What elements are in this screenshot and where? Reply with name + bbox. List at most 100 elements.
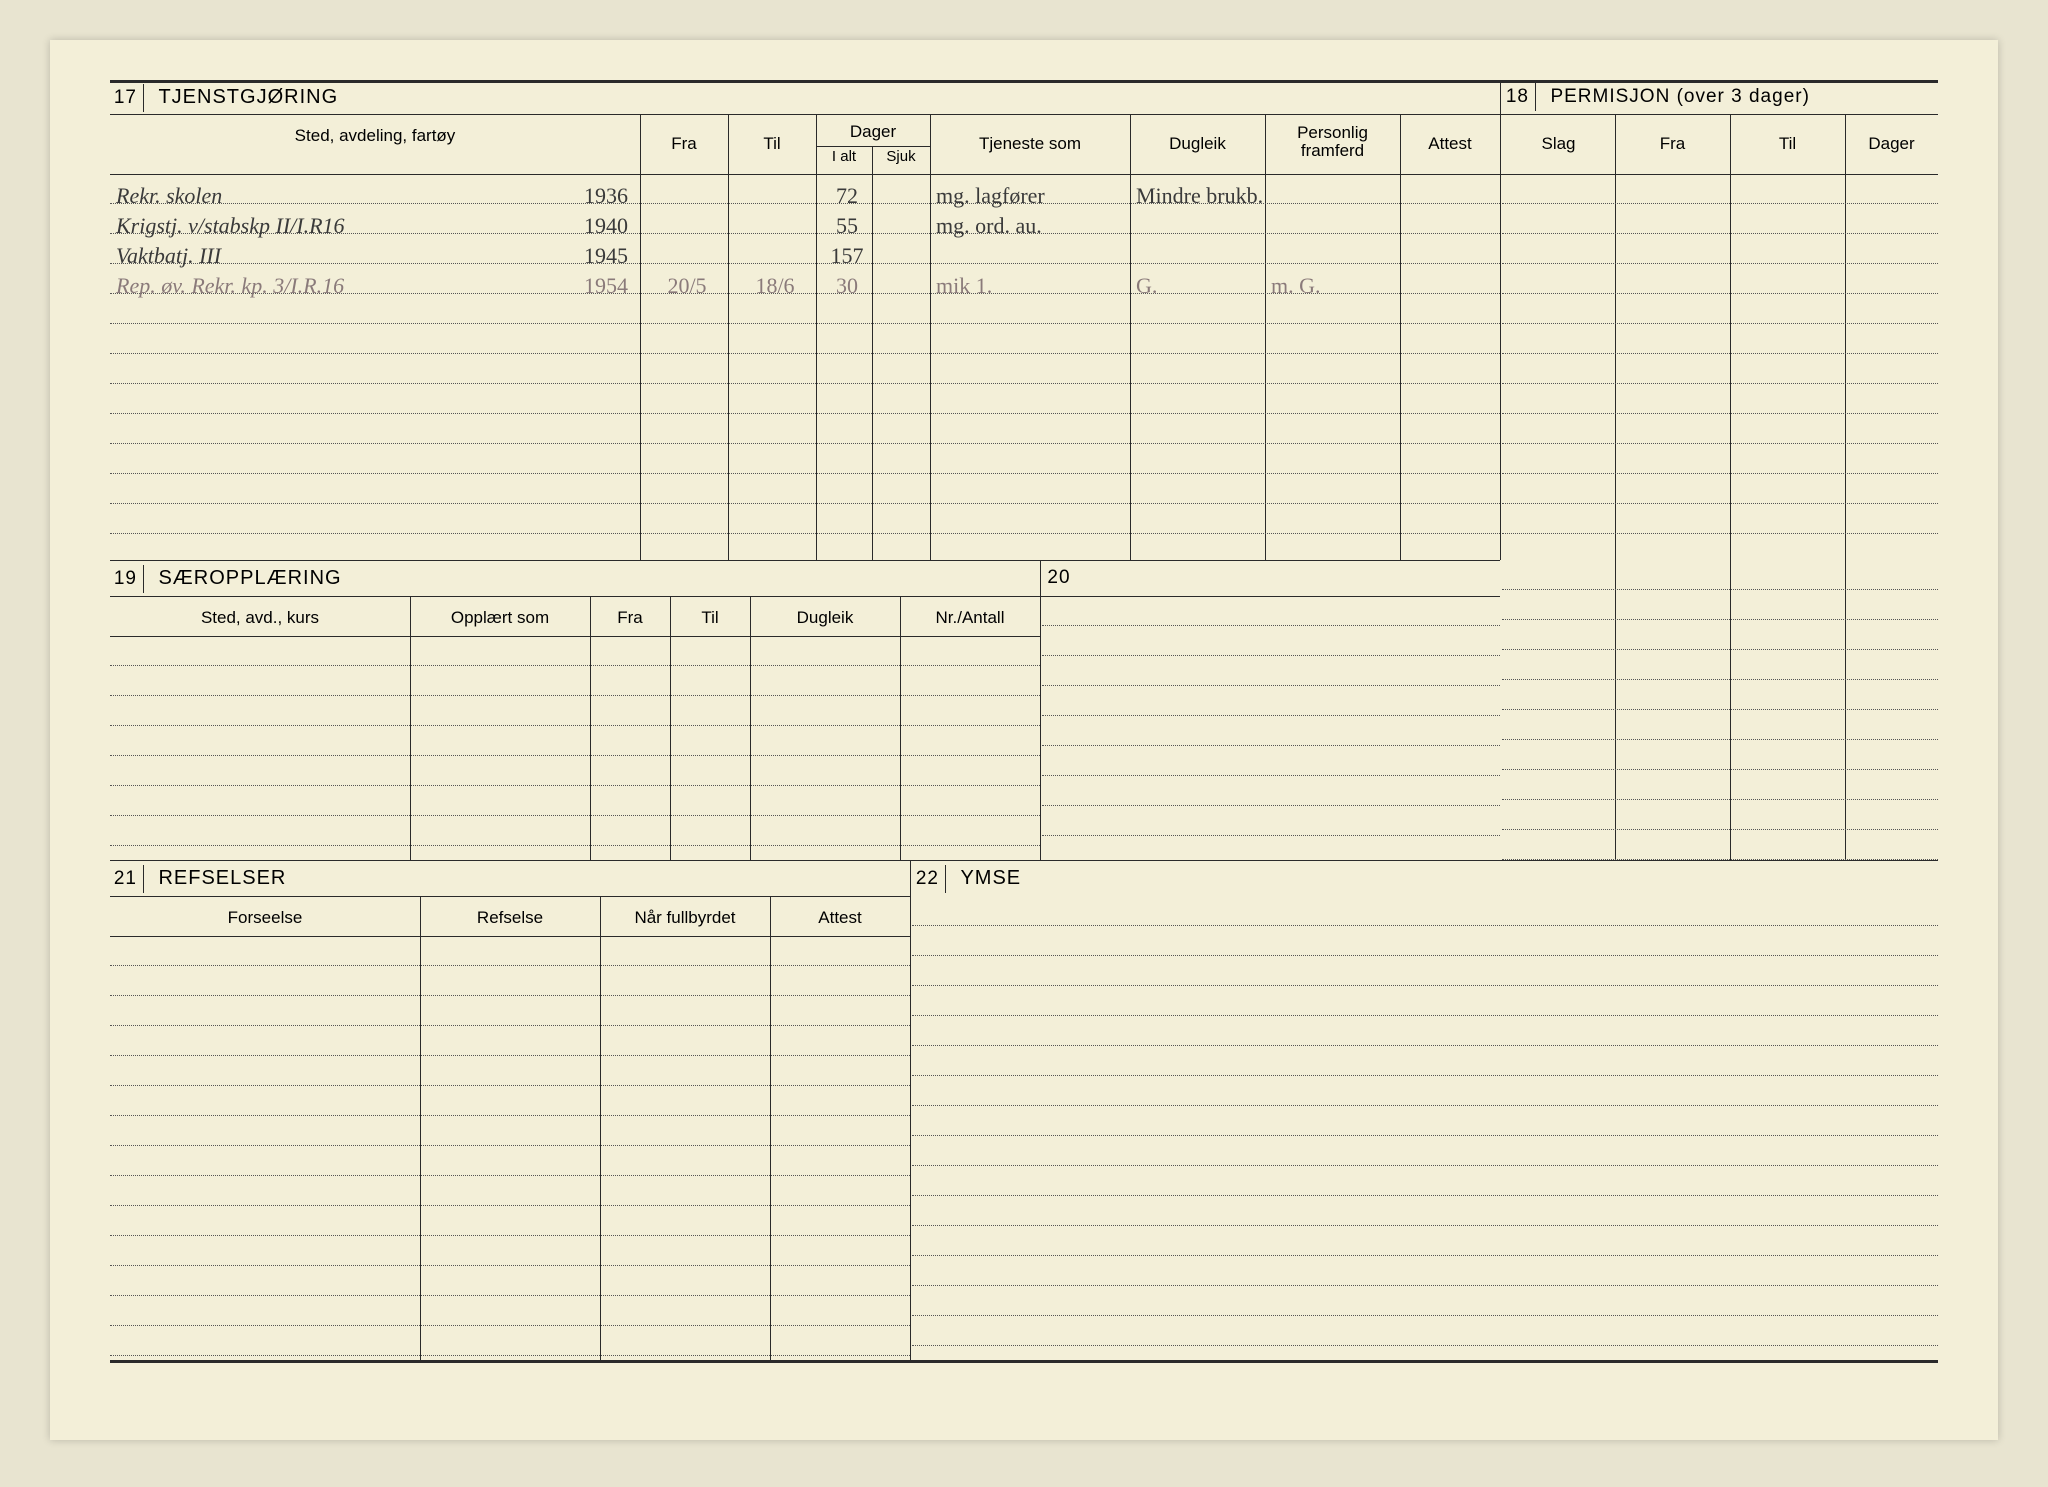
cell-attest bbox=[1400, 354, 1500, 383]
cell-attest bbox=[1400, 414, 1500, 443]
cell-sted: Vaktbatj. III bbox=[110, 243, 510, 272]
table-row bbox=[110, 966, 910, 996]
table-row bbox=[110, 1266, 910, 1296]
section-22-rows bbox=[912, 896, 1938, 1346]
section-19-title: SÆROPPLÆRING bbox=[148, 564, 341, 592]
table-row bbox=[110, 1056, 910, 1086]
section-20-rows bbox=[1042, 596, 1500, 836]
table-row: Rekr. skolen193672mg. lagførerMindre bru… bbox=[110, 174, 1500, 204]
cell-year: 1945 bbox=[510, 243, 640, 272]
table-row bbox=[110, 816, 1040, 846]
cell-dugleik bbox=[1130, 474, 1265, 503]
col21-forseelse: Forseelse bbox=[110, 902, 420, 928]
table-row bbox=[1502, 740, 1938, 770]
col19-fra: Fra bbox=[590, 602, 670, 628]
cell-sjuk bbox=[872, 234, 930, 263]
cell-framferd bbox=[1265, 444, 1400, 473]
table-row bbox=[110, 384, 1500, 414]
table-row bbox=[1042, 776, 1500, 806]
cell-framferd bbox=[1265, 504, 1400, 533]
table-row bbox=[1042, 716, 1500, 746]
table-row bbox=[912, 956, 1938, 986]
cell-til bbox=[728, 504, 816, 533]
col18-dager: Dager bbox=[1845, 128, 1938, 154]
col21-nar: Når fullbyrdet bbox=[600, 902, 770, 928]
section-21-num: 21 bbox=[110, 865, 144, 893]
cell-sjuk bbox=[872, 174, 930, 203]
col-attest: Attest bbox=[1400, 128, 1500, 154]
cell-fra bbox=[640, 414, 728, 443]
table-row bbox=[110, 936, 910, 966]
cell-dugleik bbox=[1130, 384, 1265, 413]
col19-dugleik: Dugleik bbox=[750, 602, 900, 628]
cell-year bbox=[510, 354, 640, 383]
table-row bbox=[1502, 590, 1938, 620]
col-tjeneste: Tjeneste som bbox=[930, 128, 1130, 154]
cell-year bbox=[510, 474, 640, 503]
table-row bbox=[1042, 686, 1500, 716]
section-21-header: 21 REFSELSER bbox=[110, 864, 910, 893]
cell-ialt: 72 bbox=[816, 183, 872, 212]
cell-sted: Krigstj. v/stabskp II/I.R16 bbox=[110, 213, 510, 242]
section-17-rows: Rekr. skolen193672mg. lagførerMindre bru… bbox=[110, 174, 1500, 534]
section-18-header: 18 PERMISJON (over 3 dager) bbox=[1502, 83, 1938, 111]
section-22-num: 22 bbox=[912, 865, 946, 893]
cell-til bbox=[728, 294, 816, 323]
cell-framferd bbox=[1265, 414, 1400, 443]
cell-attest bbox=[1400, 324, 1500, 353]
table-row bbox=[110, 324, 1500, 354]
section-18-rows-2 bbox=[1502, 560, 1938, 860]
table-row bbox=[110, 1206, 910, 1236]
cell-dugleik bbox=[1130, 354, 1265, 383]
cell-sted bbox=[110, 504, 510, 533]
table-row bbox=[1042, 656, 1500, 686]
table-row bbox=[1042, 746, 1500, 776]
cell-til bbox=[728, 234, 816, 263]
section-17-num: 17 bbox=[110, 84, 144, 112]
table-row bbox=[912, 1196, 1938, 1226]
col18-slag: Slag bbox=[1502, 128, 1615, 154]
col-dugleik: Dugleik bbox=[1130, 128, 1265, 154]
cell-tjeneste bbox=[930, 384, 1130, 413]
cell-fra bbox=[640, 174, 728, 203]
cell-framferd bbox=[1265, 384, 1400, 413]
table-row bbox=[1042, 596, 1500, 626]
cell-ialt bbox=[816, 384, 872, 413]
section-17-header: 17 TJENSTGJØRING bbox=[110, 83, 1500, 112]
table-row bbox=[912, 1136, 1938, 1166]
section-22-title: YMSE bbox=[950, 864, 1021, 892]
cell-year bbox=[510, 384, 640, 413]
cell-sted bbox=[110, 414, 510, 443]
cell-fra bbox=[640, 234, 728, 263]
cell-attest bbox=[1400, 504, 1500, 533]
table-row bbox=[110, 666, 1040, 696]
table-row bbox=[912, 1076, 1938, 1106]
table-row bbox=[912, 896, 1938, 926]
cell-attest bbox=[1400, 174, 1500, 203]
cell-sjuk bbox=[872, 204, 930, 233]
cell-sjuk bbox=[872, 504, 930, 533]
col-dager: Dager bbox=[816, 116, 930, 142]
cell-sted: Rekr. skolen bbox=[110, 183, 510, 212]
cell-sted bbox=[110, 324, 510, 353]
table-row bbox=[1042, 806, 1500, 836]
cell-tjeneste bbox=[930, 294, 1130, 323]
cell-sted bbox=[110, 474, 510, 503]
cell-ialt bbox=[816, 444, 872, 473]
table-row bbox=[110, 1326, 910, 1356]
cell-year: 1940 bbox=[510, 213, 640, 242]
col21-attest: Attest bbox=[770, 902, 910, 928]
cell-til bbox=[728, 204, 816, 233]
cell-fra bbox=[640, 294, 728, 323]
cell-framferd bbox=[1265, 474, 1400, 503]
cell-year: 1936 bbox=[510, 183, 640, 212]
table-row bbox=[912, 1016, 1938, 1046]
table-row bbox=[1502, 830, 1938, 860]
table-row bbox=[110, 696, 1040, 726]
cell-fra bbox=[640, 324, 728, 353]
cell-dugleik bbox=[1130, 294, 1265, 323]
cell-framferd bbox=[1265, 174, 1400, 203]
table-row bbox=[1502, 234, 1938, 264]
table-row bbox=[912, 1286, 1938, 1316]
cell-tjeneste bbox=[930, 324, 1130, 353]
